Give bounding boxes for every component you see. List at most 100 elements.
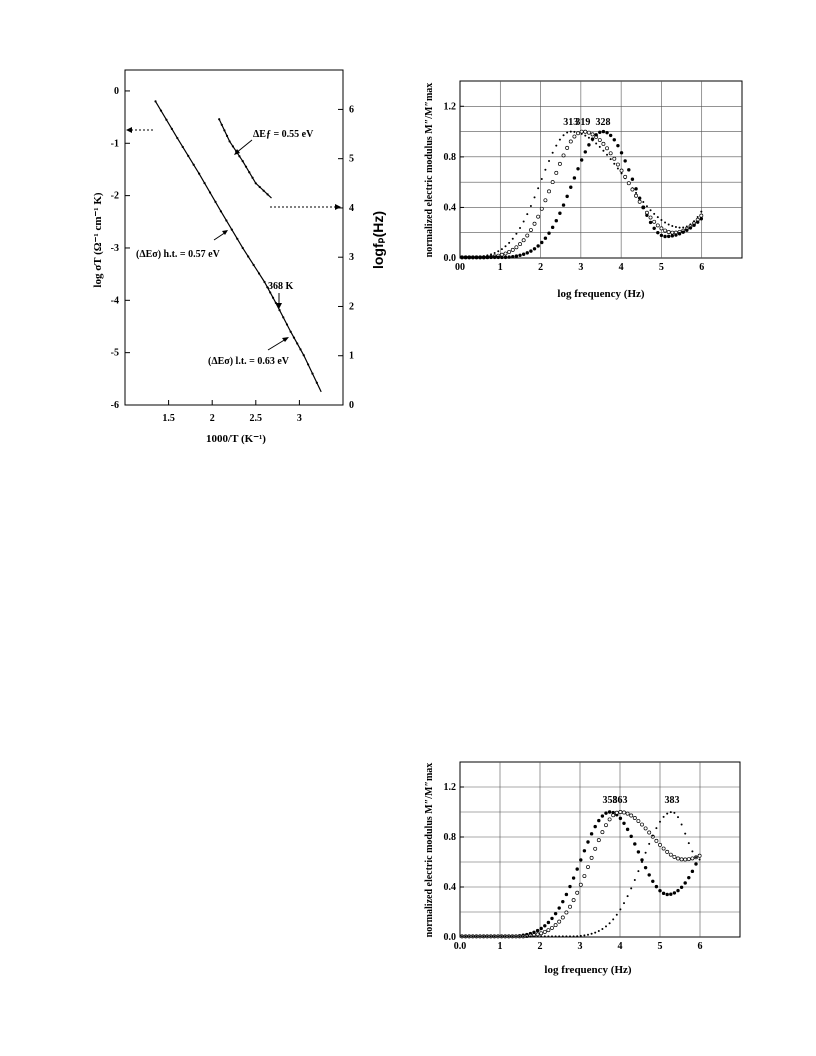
data-point — [665, 892, 669, 897]
y2-axis-label: logfₚ(Hz) — [370, 211, 386, 269]
data-point — [493, 935, 496, 938]
data-point — [593, 846, 598, 851]
y-tick-label: -2 — [111, 191, 119, 202]
data-point — [542, 929, 547, 934]
data-point — [471, 935, 474, 938]
data-point — [489, 255, 493, 260]
data-point — [292, 336, 296, 339]
data-point — [607, 817, 612, 822]
x-tick-label: 0.0 — [454, 941, 467, 952]
data-point — [526, 213, 529, 216]
data-point — [271, 296, 275, 299]
data-point — [612, 918, 615, 921]
data-point — [608, 133, 613, 138]
data-point — [307, 363, 310, 366]
data-point — [208, 191, 212, 194]
data-point — [605, 130, 609, 135]
data-point — [652, 219, 657, 224]
x-axis-label: log frequency (Hz) — [557, 288, 645, 300]
data-point — [514, 245, 519, 250]
data-point — [500, 255, 504, 260]
data-point — [214, 200, 217, 204]
y2-tick-label: 6 — [349, 104, 354, 115]
data-point — [565, 145, 570, 150]
data-point — [503, 255, 508, 260]
data-point — [676, 888, 680, 893]
data-point — [683, 881, 687, 885]
y-tick-label: -5 — [111, 348, 119, 359]
data-point — [529, 249, 533, 253]
data-point — [606, 153, 609, 156]
data-point — [672, 854, 677, 859]
y-tick-label: 0.8 — [444, 152, 457, 163]
y-tick-label: 0.4 — [444, 882, 457, 893]
data-point — [593, 824, 597, 829]
data-point — [561, 203, 566, 207]
data-point — [231, 145, 235, 148]
data-point — [461, 935, 463, 938]
data-point — [508, 241, 511, 244]
ef-pointer-head — [234, 149, 240, 155]
data-point — [697, 853, 702, 858]
lt-pointer — [267, 338, 287, 351]
data-point — [576, 131, 580, 136]
y2-tick-label: 0 — [349, 400, 354, 411]
data-point — [615, 913, 618, 916]
data-point — [550, 180, 555, 185]
data-point — [529, 935, 532, 938]
data-point — [247, 255, 250, 258]
data-point — [540, 177, 543, 180]
data-point — [285, 323, 289, 326]
x-tick-label: 2.5 — [250, 413, 263, 424]
data-point — [576, 167, 580, 171]
data-point — [607, 810, 612, 814]
data-point — [515, 935, 517, 938]
data-point — [566, 131, 569, 134]
data-point — [586, 865, 590, 869]
data-point — [557, 161, 562, 166]
x-tick-label: 4 — [619, 262, 624, 273]
data-point — [656, 216, 659, 219]
data-point — [496, 255, 500, 260]
data-point — [485, 255, 490, 260]
data-point — [543, 924, 547, 928]
data-point — [565, 935, 568, 938]
data-point — [618, 810, 623, 814]
data-point — [630, 177, 635, 181]
data-point — [192, 163, 195, 166]
data-point — [479, 935, 481, 938]
data-point — [258, 185, 261, 189]
y-axis-label: normalized electric modulus M″/M″max — [424, 763, 435, 938]
data-point — [482, 935, 485, 938]
data-point — [544, 168, 547, 171]
data-point — [679, 885, 684, 889]
data-point — [633, 842, 637, 846]
data-point — [666, 812, 669, 815]
left-arrow-head — [126, 127, 132, 133]
data-point — [686, 857, 691, 862]
data-point — [661, 891, 666, 896]
ht-pointer-head — [222, 230, 228, 235]
data-point — [557, 919, 562, 924]
data-point — [269, 291, 272, 294]
data-point — [664, 221, 667, 224]
data-point — [579, 158, 584, 162]
data-point — [678, 226, 681, 229]
data-point — [568, 904, 572, 909]
data-point — [266, 193, 269, 196]
x-tick-label: 5 — [659, 262, 664, 273]
peak-label: 383 — [665, 795, 680, 806]
data-point — [636, 850, 641, 854]
x-tick-label: 1.5 — [162, 413, 175, 424]
data-point — [547, 189, 551, 194]
data-point — [666, 234, 671, 239]
data-point — [629, 834, 633, 839]
data-point — [228, 140, 231, 143]
data-point — [640, 822, 644, 827]
data-point — [700, 210, 703, 213]
data-point — [525, 233, 530, 238]
data-point — [597, 138, 602, 142]
data-point — [640, 858, 644, 862]
